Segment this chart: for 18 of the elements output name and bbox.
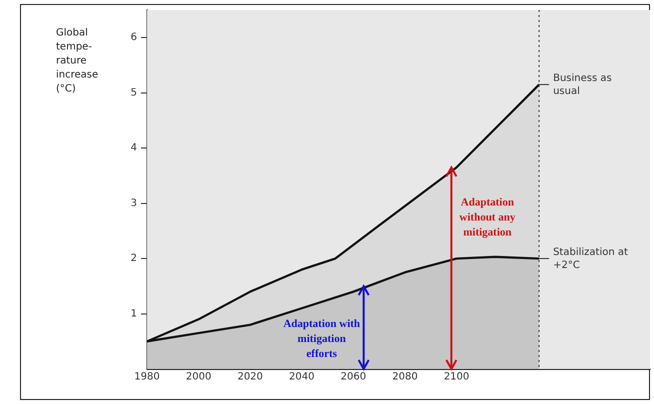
y-tick-label: 1 — [130, 308, 137, 320]
x-tick-label: 2060 — [340, 372, 366, 383]
y-tick-label: 5 — [130, 87, 137, 98]
x-tick-label: 2100 — [444, 372, 470, 383]
annotation: Adaptation without any mitigation — [459, 196, 516, 238]
x-tick-label: 2000 — [186, 372, 212, 383]
y-tick-label: 4 — [130, 142, 137, 154]
y-tick-label: 3 — [130, 198, 137, 209]
y-tick-label: 6 — [130, 32, 137, 44]
x-tick-label: 2080 — [392, 372, 418, 383]
y-tick-label: 2 — [130, 253, 137, 264]
series-label: Business as usual — [553, 73, 612, 98]
x-tick-label: 1980 — [134, 372, 160, 383]
series-label: Stabilization at +2°C — [553, 247, 628, 272]
x-tick-label: 2020 — [237, 372, 263, 383]
y-axis-title: Global tempe-rature increase (°C) — [56, 28, 98, 95]
annotation: Adaptation with mitigation efforts — [283, 318, 360, 360]
x-tick-label: 2040 — [289, 372, 314, 383]
